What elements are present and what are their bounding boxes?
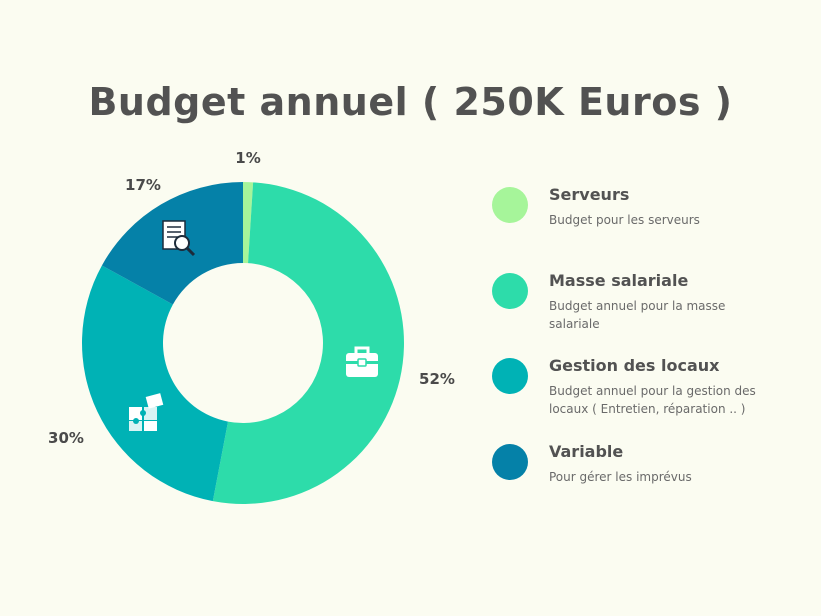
legend-desc: Pour gérer les imprévus [549, 470, 692, 484]
donut-slices [81, 182, 404, 505]
legend-swatch [492, 444, 528, 480]
pct-label-serveurs: 1% [235, 149, 260, 167]
legend-swatch [492, 187, 528, 223]
legend-desc: Budget annuel pour la gestion des locaux… [549, 384, 756, 416]
legend-desc: Budget pour les serveurs [549, 213, 700, 227]
slice-gestion-des-locaux [81, 265, 229, 502]
briefcase-icon [346, 346, 378, 377]
legend-name: Serveurs [549, 185, 630, 204]
puzzle-icon [129, 393, 164, 431]
percentage-labels: 1% 52% 30% 17% [48, 149, 455, 447]
chart-title: Budget annuel ( 250K Euros ) [88, 80, 733, 124]
slice-masse-salariale [212, 182, 404, 505]
legend-swatch [492, 358, 528, 394]
legend-swatch [492, 273, 528, 309]
legend-name: Masse salariale [549, 271, 689, 290]
pct-label-gestion-des-locaux: 30% [48, 429, 84, 447]
legend-name: Gestion des locaux [549, 356, 720, 375]
pct-label-variable: 17% [125, 176, 161, 194]
pct-label-masse-salariale: 52% [419, 370, 455, 388]
legend-desc: Budget annuel pour la masse salariale [549, 299, 726, 331]
document-search-icon [162, 220, 196, 257]
legend-name: Variable [549, 442, 624, 461]
slice-serveurs [243, 182, 254, 264]
